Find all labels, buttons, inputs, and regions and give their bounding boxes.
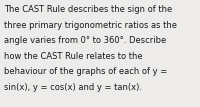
Text: how the CAST Rule relates to the: how the CAST Rule relates to the: [4, 51, 143, 60]
Text: three primary trigonometric ratios as the: three primary trigonometric ratios as th…: [4, 21, 177, 30]
Text: The CAST Rule describes the sign of the: The CAST Rule describes the sign of the: [4, 5, 172, 14]
Text: sin(x), y = cos(x) and y = tan(x).: sin(x), y = cos(x) and y = tan(x).: [4, 82, 142, 91]
Text: behaviour of the graphs of each of y =: behaviour of the graphs of each of y =: [4, 67, 167, 76]
Text: angle varies from 0° to 360°. Describe: angle varies from 0° to 360°. Describe: [4, 36, 166, 45]
